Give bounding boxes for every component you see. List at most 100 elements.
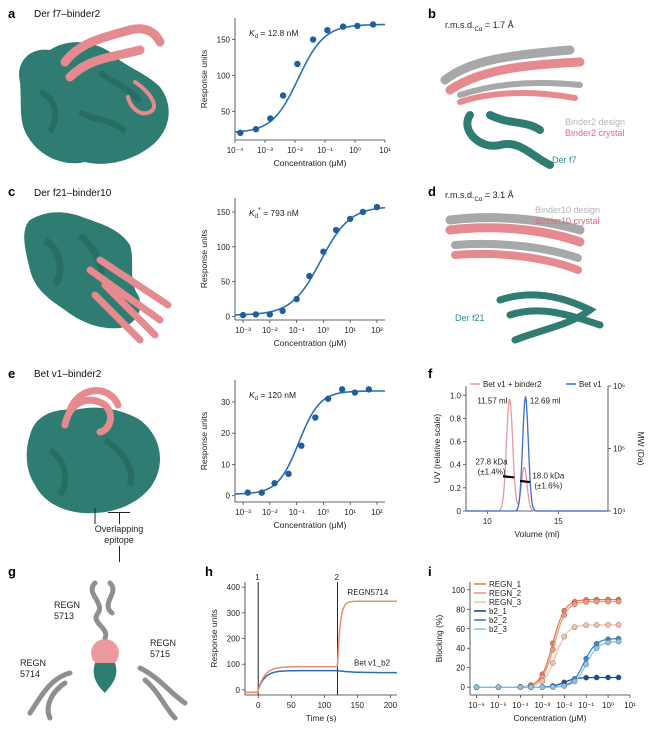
- data-point-REGN_3: [549, 660, 556, 666]
- data-point: [338, 386, 346, 393]
- y2-tick-label: 10⁶: [613, 382, 625, 391]
- panel-label-e: e: [8, 366, 16, 381]
- data-point: [252, 311, 260, 318]
- y-tick-label: 100: [452, 586, 466, 595]
- x-tick-label: 100: [318, 701, 332, 710]
- x-tick-label: 150: [351, 701, 365, 710]
- data-point: [244, 489, 251, 496]
- y-tick-label: 150: [217, 36, 231, 45]
- data-point: [293, 295, 300, 303]
- legend-item: Bet v1: [579, 380, 602, 389]
- y-tick-label: 60: [456, 625, 465, 634]
- y-tick-label: 0.6: [450, 438, 462, 447]
- kd-annotation: Kd* = 793 nM: [249, 207, 299, 220]
- y-tick-label: 0: [226, 313, 231, 322]
- data-point-b2_3: [583, 661, 589, 668]
- data-point-REGN_2: [549, 646, 556, 653]
- data-point-REGN_2: [561, 612, 568, 618]
- legend-item: REGN_1: [489, 580, 522, 589]
- panel-d-legend-design: Binder10 design: [535, 205, 601, 215]
- mw-label: (±1.6%): [534, 482, 562, 491]
- data-point-REGN_3: [561, 633, 568, 640]
- panel-e-title: Bet v1–binder2: [34, 369, 102, 380]
- y-tick-label: 10: [221, 460, 230, 469]
- chart-a-binding-curve: 10⁻⁴ 10⁻³ 10⁻² 10⁻¹ 10⁰ 10¹ 50 100 150 Concentrat…: [199, 18, 391, 168]
- panel-c-structure: [24, 212, 172, 344]
- x-tick-label: 10⁻²: [556, 701, 572, 710]
- y-axis-label: Response units: [199, 230, 209, 289]
- data-point: [346, 215, 354, 223]
- data-point: [279, 307, 286, 315]
- data-point: [369, 21, 377, 28]
- panel-d-target: Der f21: [455, 313, 485, 323]
- data-point-b2_3: [593, 645, 600, 651]
- x-tick-label: 10⁻³: [235, 508, 251, 517]
- panel-label-f: f: [428, 366, 433, 381]
- panel-label-g: g: [8, 564, 16, 579]
- data-point: [266, 311, 274, 318]
- data-point: [294, 60, 301, 68]
- panel-b-target: Der f7: [552, 155, 577, 165]
- y-tick-label: 0.8: [450, 414, 462, 423]
- chart-i-blocking-curve: 10⁻⁶ 10⁻⁵ 10⁻⁴ 10⁻³ 10⁻² 10⁻¹ 10⁰ 10¹ 0 20 40 60 80 1…: [434, 580, 636, 723]
- mw-label: (±1.4%): [478, 468, 506, 477]
- x-tick-label: 10²: [371, 326, 383, 335]
- binder2-helices-e: [61, 387, 122, 436]
- legend-item: REGN_2: [489, 589, 522, 598]
- data-point-b2_3: [561, 683, 568, 689]
- panel-c-title: Der f21–binder10: [34, 188, 112, 199]
- panel-label-i: i: [428, 564, 432, 579]
- binder10-helices: [86, 256, 172, 344]
- data-point-REGN_3: [571, 624, 578, 631]
- chart-h-bli-trace: 0 50 100 150 200 0 100 200 300 400 Time (s) Respons…: [209, 573, 398, 723]
- y-axis-label: Response units: [199, 412, 209, 471]
- panel-label-h: h: [205, 564, 213, 579]
- data-point: [239, 311, 247, 319]
- panel-d-rmsd: r.m.s.d.Cα = 3.1 Å: [445, 190, 514, 203]
- x-tick-label: 10¹: [624, 701, 636, 710]
- y-tick-label: 300: [227, 609, 241, 618]
- data-point: [267, 115, 274, 122]
- y-tick-label: 100: [217, 71, 231, 80]
- data-point-REGN_2: [615, 598, 622, 605]
- panel-label-b: b: [428, 6, 436, 21]
- data-point: [324, 395, 332, 402]
- data-point-b2_3: [571, 678, 578, 685]
- epitope-connector: Overlapping epitope: [70, 512, 170, 572]
- regn-antibodies: [27, 580, 188, 721]
- panel-e-structure: [26, 387, 160, 525]
- der-f21-surface: [24, 212, 141, 329]
- data-point: [258, 489, 265, 496]
- y-tick-label: 0: [236, 686, 241, 695]
- y-tick-label: 40: [456, 644, 465, 653]
- data-point-REGN_3: [539, 678, 546, 684]
- x-tick-label: 10: [483, 517, 492, 526]
- data-point-b2_1: [605, 674, 611, 681]
- legend-item: b2_3: [489, 625, 507, 634]
- x-tick-label: 10⁻¹: [578, 701, 594, 710]
- x-tick-label: 10⁻²: [287, 146, 303, 155]
- x-tick-label: 10⁰: [317, 508, 329, 517]
- series-regn5714: [245, 600, 397, 694]
- data-point: [373, 203, 381, 211]
- panel-g-structure: [27, 580, 188, 721]
- x-tick-label: 10¹: [344, 326, 356, 335]
- panel-label-d: d: [428, 184, 436, 199]
- y-tick-label: 0: [457, 507, 462, 516]
- mw-label: 18.0 kDa: [532, 472, 565, 481]
- y-tick-label: 80: [456, 605, 465, 614]
- x-tick-label: 10⁻¹: [289, 326, 305, 335]
- series-bet-v1-b2: [245, 669, 397, 694]
- x-tick-label: 10⁰: [317, 326, 329, 335]
- data-point: [309, 36, 317, 43]
- y2-tick-label: 10⁵: [613, 445, 625, 454]
- kd-annotation: Kd = 12.8 nM: [249, 28, 298, 40]
- x-tick-label: 200: [384, 701, 398, 710]
- data-point: [237, 129, 244, 137]
- data-point-b2_3: [605, 639, 611, 646]
- data-point: [252, 126, 260, 133]
- x-tick-label: 0: [256, 701, 261, 710]
- peak-label: 12.69 ml: [530, 396, 561, 405]
- x-tick-label: 10⁻⁵: [490, 701, 506, 710]
- panel-a-structure: [19, 24, 169, 164]
